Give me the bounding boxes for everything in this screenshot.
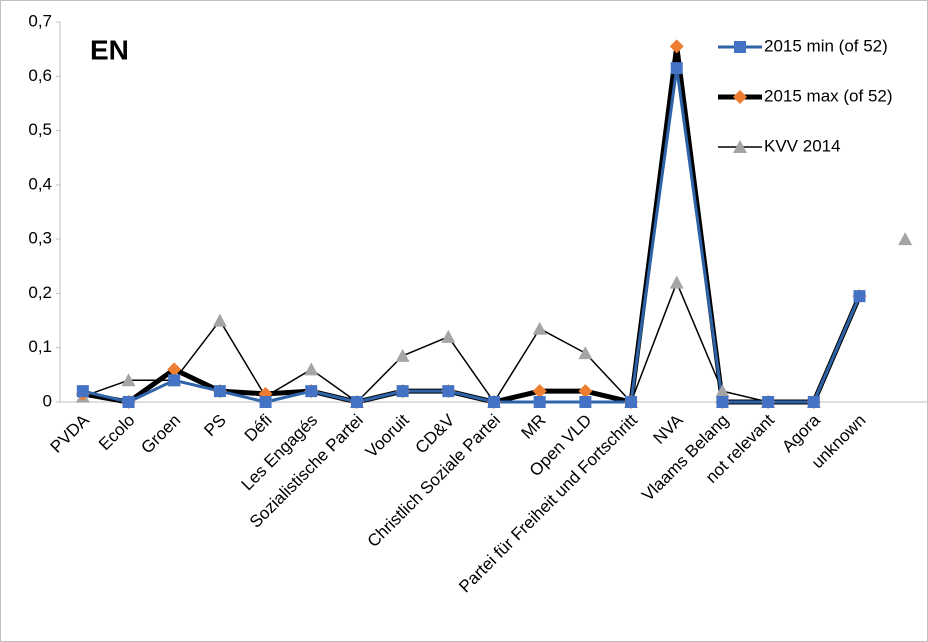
marker xyxy=(396,385,409,398)
marker xyxy=(168,374,181,387)
y-tick-label: 0,3 xyxy=(28,229,52,248)
marker xyxy=(670,62,683,75)
marker xyxy=(579,396,592,408)
marker xyxy=(533,396,546,408)
marker xyxy=(715,384,730,398)
marker xyxy=(212,313,227,327)
y-tick-label: 0,5 xyxy=(28,120,52,139)
marker xyxy=(762,396,775,408)
y-tick-label: 0,1 xyxy=(28,337,52,356)
marker xyxy=(578,346,593,360)
y-tick-label: 0 xyxy=(43,391,52,410)
marker xyxy=(488,396,500,408)
marker xyxy=(669,39,684,54)
marker xyxy=(259,396,272,408)
marker xyxy=(733,140,747,153)
marker xyxy=(532,384,547,399)
marker xyxy=(532,321,547,335)
legend-label: 2015 max (of 52) xyxy=(764,86,893,105)
marker xyxy=(395,348,410,362)
marker xyxy=(213,385,226,398)
marker xyxy=(578,384,593,399)
legend-label: 2015 min (of 52) xyxy=(764,36,888,55)
marker xyxy=(716,396,729,408)
marker xyxy=(733,90,747,104)
y-tick-label: 0,4 xyxy=(28,174,52,193)
marker xyxy=(350,396,363,408)
y-tick-label: 0,2 xyxy=(28,283,52,302)
marker xyxy=(734,41,746,53)
marker xyxy=(167,362,182,377)
y-tick-label: 0,7 xyxy=(28,11,52,30)
marker xyxy=(441,329,456,343)
marker xyxy=(122,396,135,408)
chart-title: EN xyxy=(90,34,129,65)
y-tick-label: 0,6 xyxy=(28,66,52,85)
marker xyxy=(304,362,319,376)
series-line xyxy=(82,66,861,404)
marker xyxy=(807,396,820,408)
marker xyxy=(669,275,684,289)
marker xyxy=(625,396,638,408)
marker xyxy=(442,385,455,398)
marker xyxy=(305,385,318,398)
legend-label: KVV 2014 xyxy=(764,136,841,155)
marker xyxy=(898,232,913,246)
marker xyxy=(853,290,866,303)
marker xyxy=(76,385,89,398)
marker xyxy=(121,373,136,387)
